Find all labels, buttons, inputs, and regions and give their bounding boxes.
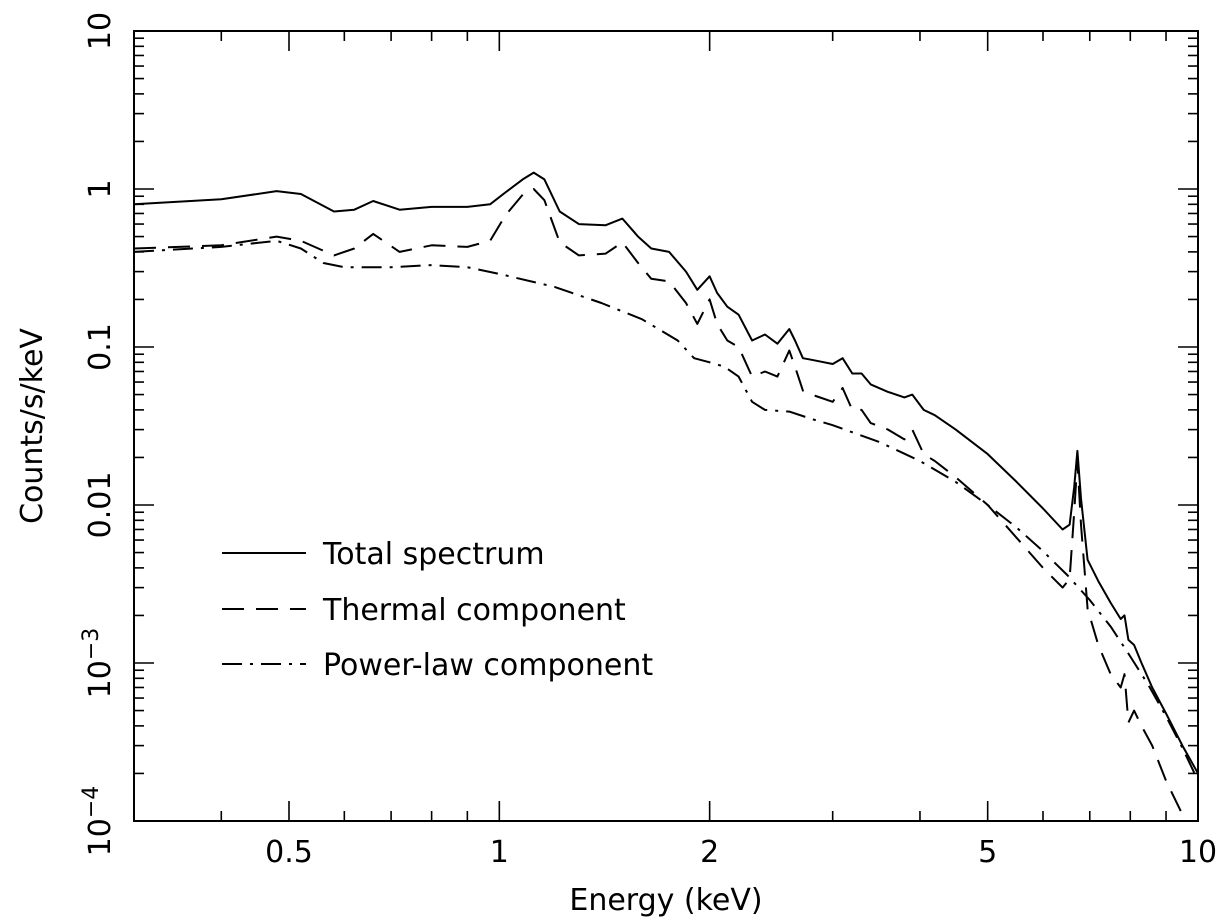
x-tick-label: 0.5 — [265, 835, 313, 870]
series-powerlaw — [134, 239, 1198, 782]
x-tick-label: 5 — [978, 835, 997, 870]
y-tick-label: 1 — [83, 179, 118, 198]
y-tick-label-text: 10−4 — [79, 786, 118, 857]
legend-label-powerlaw: Power-law component — [323, 648, 653, 683]
y-tick-label-text: 1 — [83, 179, 118, 198]
y-tick-label: 0.1 — [83, 323, 118, 371]
axis-ticks — [133, 30, 1199, 822]
legend: Total spectrum Thermal component Power-l… — [222, 537, 653, 683]
series-layer — [134, 171, 1198, 821]
y-tick-label-text: 10−3 — [79, 628, 118, 699]
y-tick-label: 10−4 — [79, 786, 118, 857]
x-tick-label: 1 — [490, 835, 509, 870]
plot-frame — [133, 30, 1199, 822]
x-tick-label: 2 — [700, 835, 719, 870]
legend-label-total: Total spectrum — [322, 537, 545, 572]
y-tick-label-text: 0.01 — [83, 472, 118, 539]
series-total — [134, 171, 1198, 774]
y-tick-label: 10 — [83, 12, 118, 50]
y-tick-label: 0.01 — [83, 472, 118, 539]
x-axis-label: Energy (keV) — [569, 883, 762, 918]
y-tick-label: 10−3 — [79, 628, 118, 699]
y-tick-label-text: 0.1 — [83, 323, 118, 371]
y-axis-label: Counts/s/keV — [15, 328, 50, 524]
y-tick-label-text: 10 — [83, 12, 118, 50]
series-thermal — [134, 188, 1187, 821]
legend-label-thermal: Thermal component — [322, 593, 626, 628]
tick-labels: 0.5 1 2 5 10 10 1 0.1 0.01 10−3 10−4 — [79, 12, 1217, 870]
x-tick-label: 10 — [1179, 835, 1217, 870]
